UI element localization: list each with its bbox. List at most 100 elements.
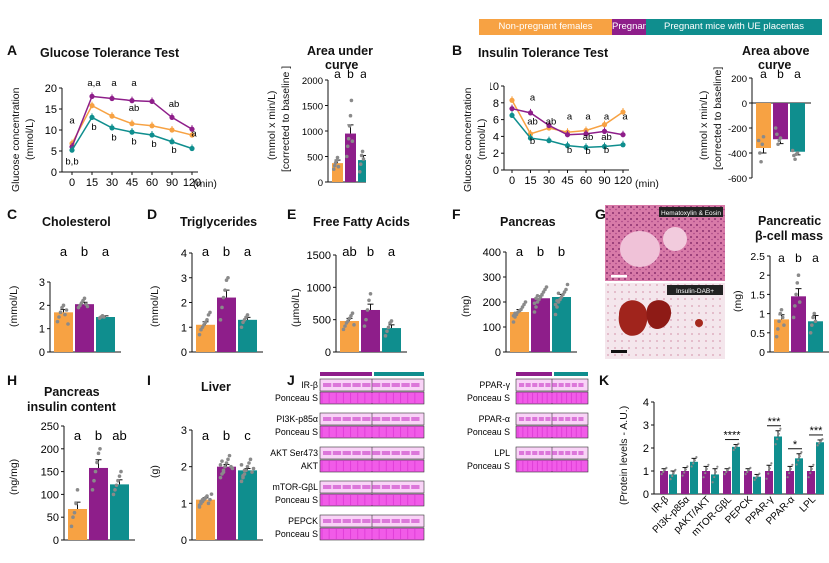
data-point <box>220 459 224 463</box>
protein-band <box>381 519 391 523</box>
bar <box>358 160 366 182</box>
protein-band <box>323 451 332 455</box>
protein-band <box>558 383 564 387</box>
data-point <box>223 464 227 469</box>
protein-band <box>571 451 577 455</box>
data-point <box>662 470 665 474</box>
data-point <box>511 320 516 324</box>
protein-band <box>578 383 584 387</box>
y-tick-label: 0 <box>759 347 765 359</box>
y-tick-label: 3 <box>181 273 187 285</box>
data-point <box>794 292 798 297</box>
protein-band <box>323 519 332 523</box>
protein-band <box>362 417 371 421</box>
data-point <box>98 447 102 451</box>
data-point <box>565 282 570 287</box>
bar <box>217 297 236 352</box>
data-point <box>553 302 558 307</box>
bar <box>382 328 401 352</box>
data-point <box>208 497 212 502</box>
data-point <box>359 153 364 158</box>
data-point <box>341 327 346 332</box>
significance-letter: a <box>202 428 210 443</box>
bar <box>345 133 356 182</box>
ylabel-ffa: (µmol/L) <box>290 288 302 327</box>
data-point <box>245 313 250 317</box>
data-point <box>89 103 95 109</box>
protein-band <box>532 383 538 387</box>
x-tick-label: 60 <box>146 177 158 189</box>
data-point <box>780 315 785 320</box>
data-point <box>57 315 61 319</box>
data-point <box>92 478 96 483</box>
bar <box>756 103 771 148</box>
protein-band <box>362 383 371 387</box>
data-point <box>347 124 352 128</box>
protein-band <box>571 417 577 421</box>
data-point <box>695 456 698 459</box>
x-tick-label: 90 <box>598 175 610 187</box>
data-point <box>583 144 589 150</box>
data-point <box>665 466 668 469</box>
data-point <box>93 469 98 474</box>
ylabel-itt-2: (mmol/L) <box>476 118 488 160</box>
bar <box>340 320 359 352</box>
protein-band <box>525 451 531 455</box>
he-scale-bar <box>611 275 627 278</box>
data-point <box>704 471 707 475</box>
chart-liver: 0 1 2 3 a b c <box>181 425 263 547</box>
y-tick-label: 0 <box>39 347 45 359</box>
significance-letter: b <box>795 251 802 265</box>
data-point <box>169 114 175 120</box>
bar <box>89 467 108 540</box>
chart-itt: 024681001530456090120aabbababaabbaabba <box>490 81 632 187</box>
blot-label: Ponceau S <box>275 427 318 437</box>
significance-letter: b <box>131 137 136 148</box>
group-bar-control <box>516 372 552 376</box>
group-bar-ue <box>374 372 424 376</box>
panel-letter-a: A <box>7 42 18 58</box>
data-point <box>241 474 245 478</box>
y-tick-label: 300 <box>483 272 501 284</box>
significance-letter: b <box>537 244 544 259</box>
islet-he-2 <box>663 227 687 251</box>
protein-band <box>565 451 571 455</box>
data-point <box>389 319 394 323</box>
histology-images: Hematoxylin & Eosin Insulin-DAB+ <box>605 205 725 359</box>
panel-letter-g: G <box>595 206 606 222</box>
y-tick-label: 0 <box>325 347 331 359</box>
data-point <box>556 291 561 296</box>
protein-band <box>342 417 351 421</box>
data-point <box>705 467 708 471</box>
data-point <box>758 151 762 155</box>
data-point <box>795 281 800 285</box>
bar <box>110 484 129 540</box>
significance-letter: a <box>604 112 610 123</box>
protein-band <box>401 383 410 387</box>
data-point <box>535 293 540 298</box>
data-point <box>197 503 202 507</box>
protein-band <box>362 485 371 489</box>
data-point <box>350 311 355 315</box>
significance-letter: b <box>223 244 230 259</box>
data-point <box>747 468 750 472</box>
bar <box>669 474 677 494</box>
data-point <box>109 95 115 102</box>
significance-letter: ab <box>527 117 538 128</box>
legend-non-pregnant: Non-pregnant females <box>479 19 612 35</box>
data-point <box>760 142 765 147</box>
y-tick-label: 2 <box>643 443 649 455</box>
y-tick-label: 2 <box>39 300 45 312</box>
data-point <box>795 151 800 155</box>
significance-letter: b <box>111 133 116 144</box>
data-point <box>509 106 515 112</box>
data-point <box>71 515 75 519</box>
y-tick-label: 1 <box>181 498 187 510</box>
y-tick-label: 10 <box>45 125 57 137</box>
significance-letter: a <box>622 112 628 123</box>
data-point <box>149 123 155 129</box>
protein-band <box>391 485 400 489</box>
data-point <box>360 149 365 154</box>
bar <box>531 298 550 352</box>
significance-letter: b <box>223 428 230 443</box>
